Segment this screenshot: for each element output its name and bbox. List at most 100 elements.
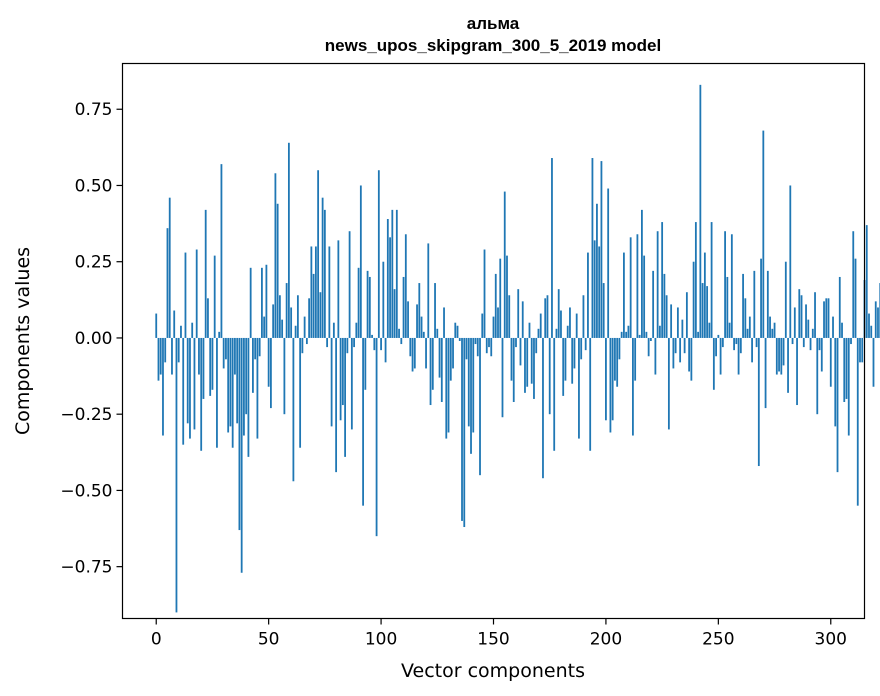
bar-93 [364, 337, 367, 390]
bar-232 [676, 307, 679, 338]
bar-129 [445, 337, 448, 439]
bar-107 [395, 209, 398, 338]
bar-150 [492, 316, 495, 338]
bar-227 [665, 295, 668, 338]
bar-243 [701, 283, 704, 338]
bar-272 [766, 270, 769, 338]
bar-83 [341, 337, 344, 406]
bar-20 [200, 337, 203, 451]
bar-140 [470, 337, 472, 454]
bar-233 [679, 337, 682, 363]
bar-223 [656, 231, 659, 338]
bar-255 [728, 322, 731, 338]
bar-280 [784, 261, 787, 338]
bar-181 [562, 337, 565, 396]
plot-frame [121, 62, 866, 620]
bar-142 [474, 337, 477, 345]
bar-294 [816, 337, 819, 415]
bar-213 [634, 337, 637, 381]
bar-4 [164, 337, 167, 363]
bar-32 [227, 337, 230, 433]
x-tick-label: 150 [477, 630, 509, 650]
bar-195 [593, 240, 596, 338]
bar-69 [310, 246, 313, 338]
bar-134 [456, 325, 459, 338]
bar-239 [692, 261, 695, 338]
bar-112 [407, 301, 409, 338]
bar-84 [344, 337, 346, 457]
bar-310 [852, 231, 855, 338]
bar-147 [485, 337, 488, 354]
bar-292 [811, 328, 814, 338]
bar-127 [440, 337, 443, 402]
bar-100 [380, 337, 382, 351]
y-axis-label: Components values [12, 247, 34, 435]
bar-159 [512, 337, 515, 402]
bar-46 [258, 337, 261, 357]
bar-78 [330, 337, 333, 427]
bar-75 [323, 209, 326, 338]
bar-275 [773, 322, 776, 338]
bar-270 [762, 130, 765, 338]
bar-241 [697, 331, 700, 338]
bar-321 [877, 307, 879, 338]
bar-130 [447, 337, 450, 433]
bar-257 [733, 337, 735, 351]
bar-102 [384, 337, 387, 363]
bar-163 [521, 301, 524, 338]
bar-82 [339, 337, 342, 421]
bar-28 [218, 331, 221, 338]
bar-73 [319, 292, 322, 338]
bar-151 [494, 273, 497, 338]
bar-1 [157, 337, 160, 381]
bar-179 [557, 289, 560, 338]
bar-6 [168, 197, 171, 338]
bar-268 [757, 337, 760, 467]
bar-94 [366, 270, 369, 338]
bar-105 [391, 209, 394, 338]
bar-261 [742, 273, 744, 338]
bar-62 [294, 325, 297, 338]
bar-197 [598, 246, 601, 338]
bar-123 [431, 337, 434, 390]
bar-64 [299, 337, 302, 448]
bar-207 [620, 331, 623, 338]
bar-89 [355, 322, 358, 338]
bar-262 [744, 298, 747, 338]
bar-304 [838, 276, 841, 338]
bar-271 [764, 337, 767, 409]
bar-12 [182, 337, 185, 445]
bar-252 [721, 337, 724, 348]
bar-146 [483, 249, 486, 338]
bar-267 [755, 337, 758, 348]
bar-118 [420, 316, 423, 338]
bar-200 [605, 337, 607, 421]
bar-26 [213, 255, 216, 338]
bar-45 [256, 337, 259, 439]
bar-225 [661, 222, 664, 338]
bars-group [155, 84, 880, 613]
bar-191 [584, 337, 587, 351]
bar-132 [452, 337, 454, 369]
bar-219 [647, 337, 650, 357]
bar-40 [245, 337, 248, 415]
bar-186 [573, 337, 576, 369]
bar-23 [207, 298, 209, 338]
bar-182 [564, 337, 567, 381]
bar-201 [607, 188, 610, 338]
bar-97 [373, 337, 376, 351]
bar-295 [818, 337, 821, 351]
bar-88 [353, 337, 355, 348]
bar-121 [427, 243, 430, 338]
bar-37 [238, 337, 241, 531]
bar-236 [685, 292, 688, 338]
bar-117 [418, 283, 421, 338]
bar-153 [499, 258, 502, 338]
bar-242 [699, 84, 702, 338]
bar-61 [292, 337, 295, 482]
bar-283 [791, 337, 794, 345]
bar-205 [616, 337, 619, 387]
bar-246 [708, 322, 711, 338]
bar-135 [458, 337, 461, 341]
